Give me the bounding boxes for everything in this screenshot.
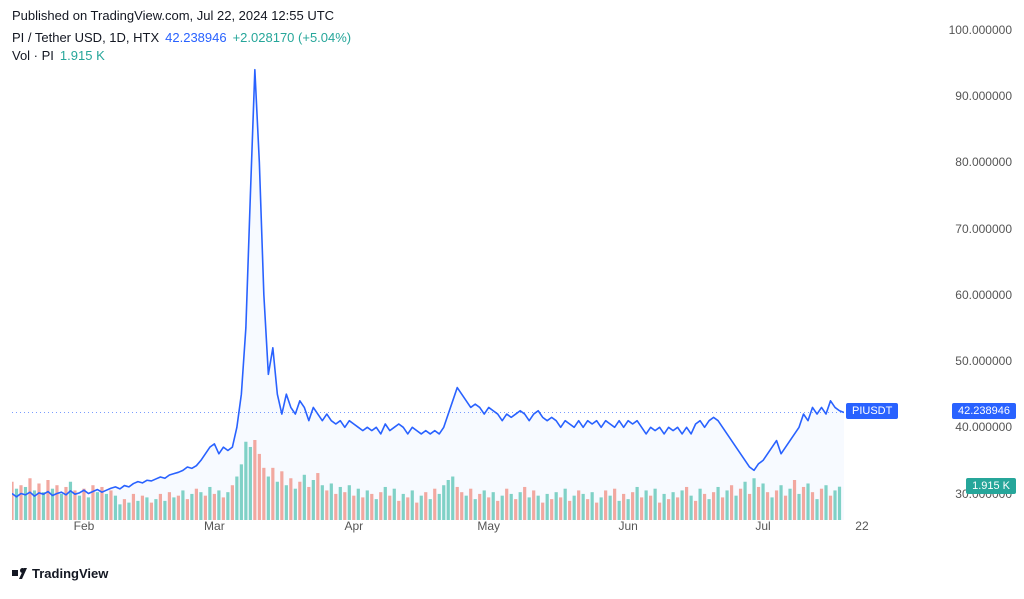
published-line: Published on TradingView.com, Jul 22, 20… [12, 8, 334, 23]
y-tick-label: 50.000000 [955, 354, 1012, 368]
y-tick-label: 70.000000 [955, 222, 1012, 236]
right-volume-tag: 1.915 K [966, 478, 1016, 494]
x-tick-label: May [477, 519, 500, 533]
y-tick-label: 90.000000 [955, 89, 1012, 103]
y-tick-label: 100.000000 [949, 23, 1012, 37]
x-tick-label: Apr [344, 519, 363, 533]
chart-svg [12, 30, 844, 520]
x-tick-label: Feb [74, 519, 95, 533]
x-tick-label: Jul [755, 519, 770, 533]
right-volume-value: 1.915 K [972, 480, 1010, 492]
x-tick-label: 22 [855, 519, 868, 533]
tradingview-icon [12, 565, 28, 581]
chart-area[interactable] [12, 30, 844, 520]
right-price-tag: 42.238946 [952, 403, 1016, 419]
y-tick-label: 40.000000 [955, 420, 1012, 434]
footer-brand-text: TradingView [32, 566, 108, 581]
y-tick-label: 60.000000 [955, 288, 1012, 302]
symbol-tag-text: PIUSDT [852, 405, 892, 417]
y-tick-label: 80.000000 [955, 155, 1012, 169]
symbol-price-tag: PIUSDT [846, 403, 898, 419]
x-tick-label: Jun [618, 519, 637, 533]
x-tick-label: Mar [204, 519, 225, 533]
footer-brand: TradingView [12, 565, 108, 581]
right-price-value: 42.238946 [958, 405, 1010, 417]
x-axis-labels: Feb Mar Apr May Jun Jul 22 [12, 519, 934, 539]
